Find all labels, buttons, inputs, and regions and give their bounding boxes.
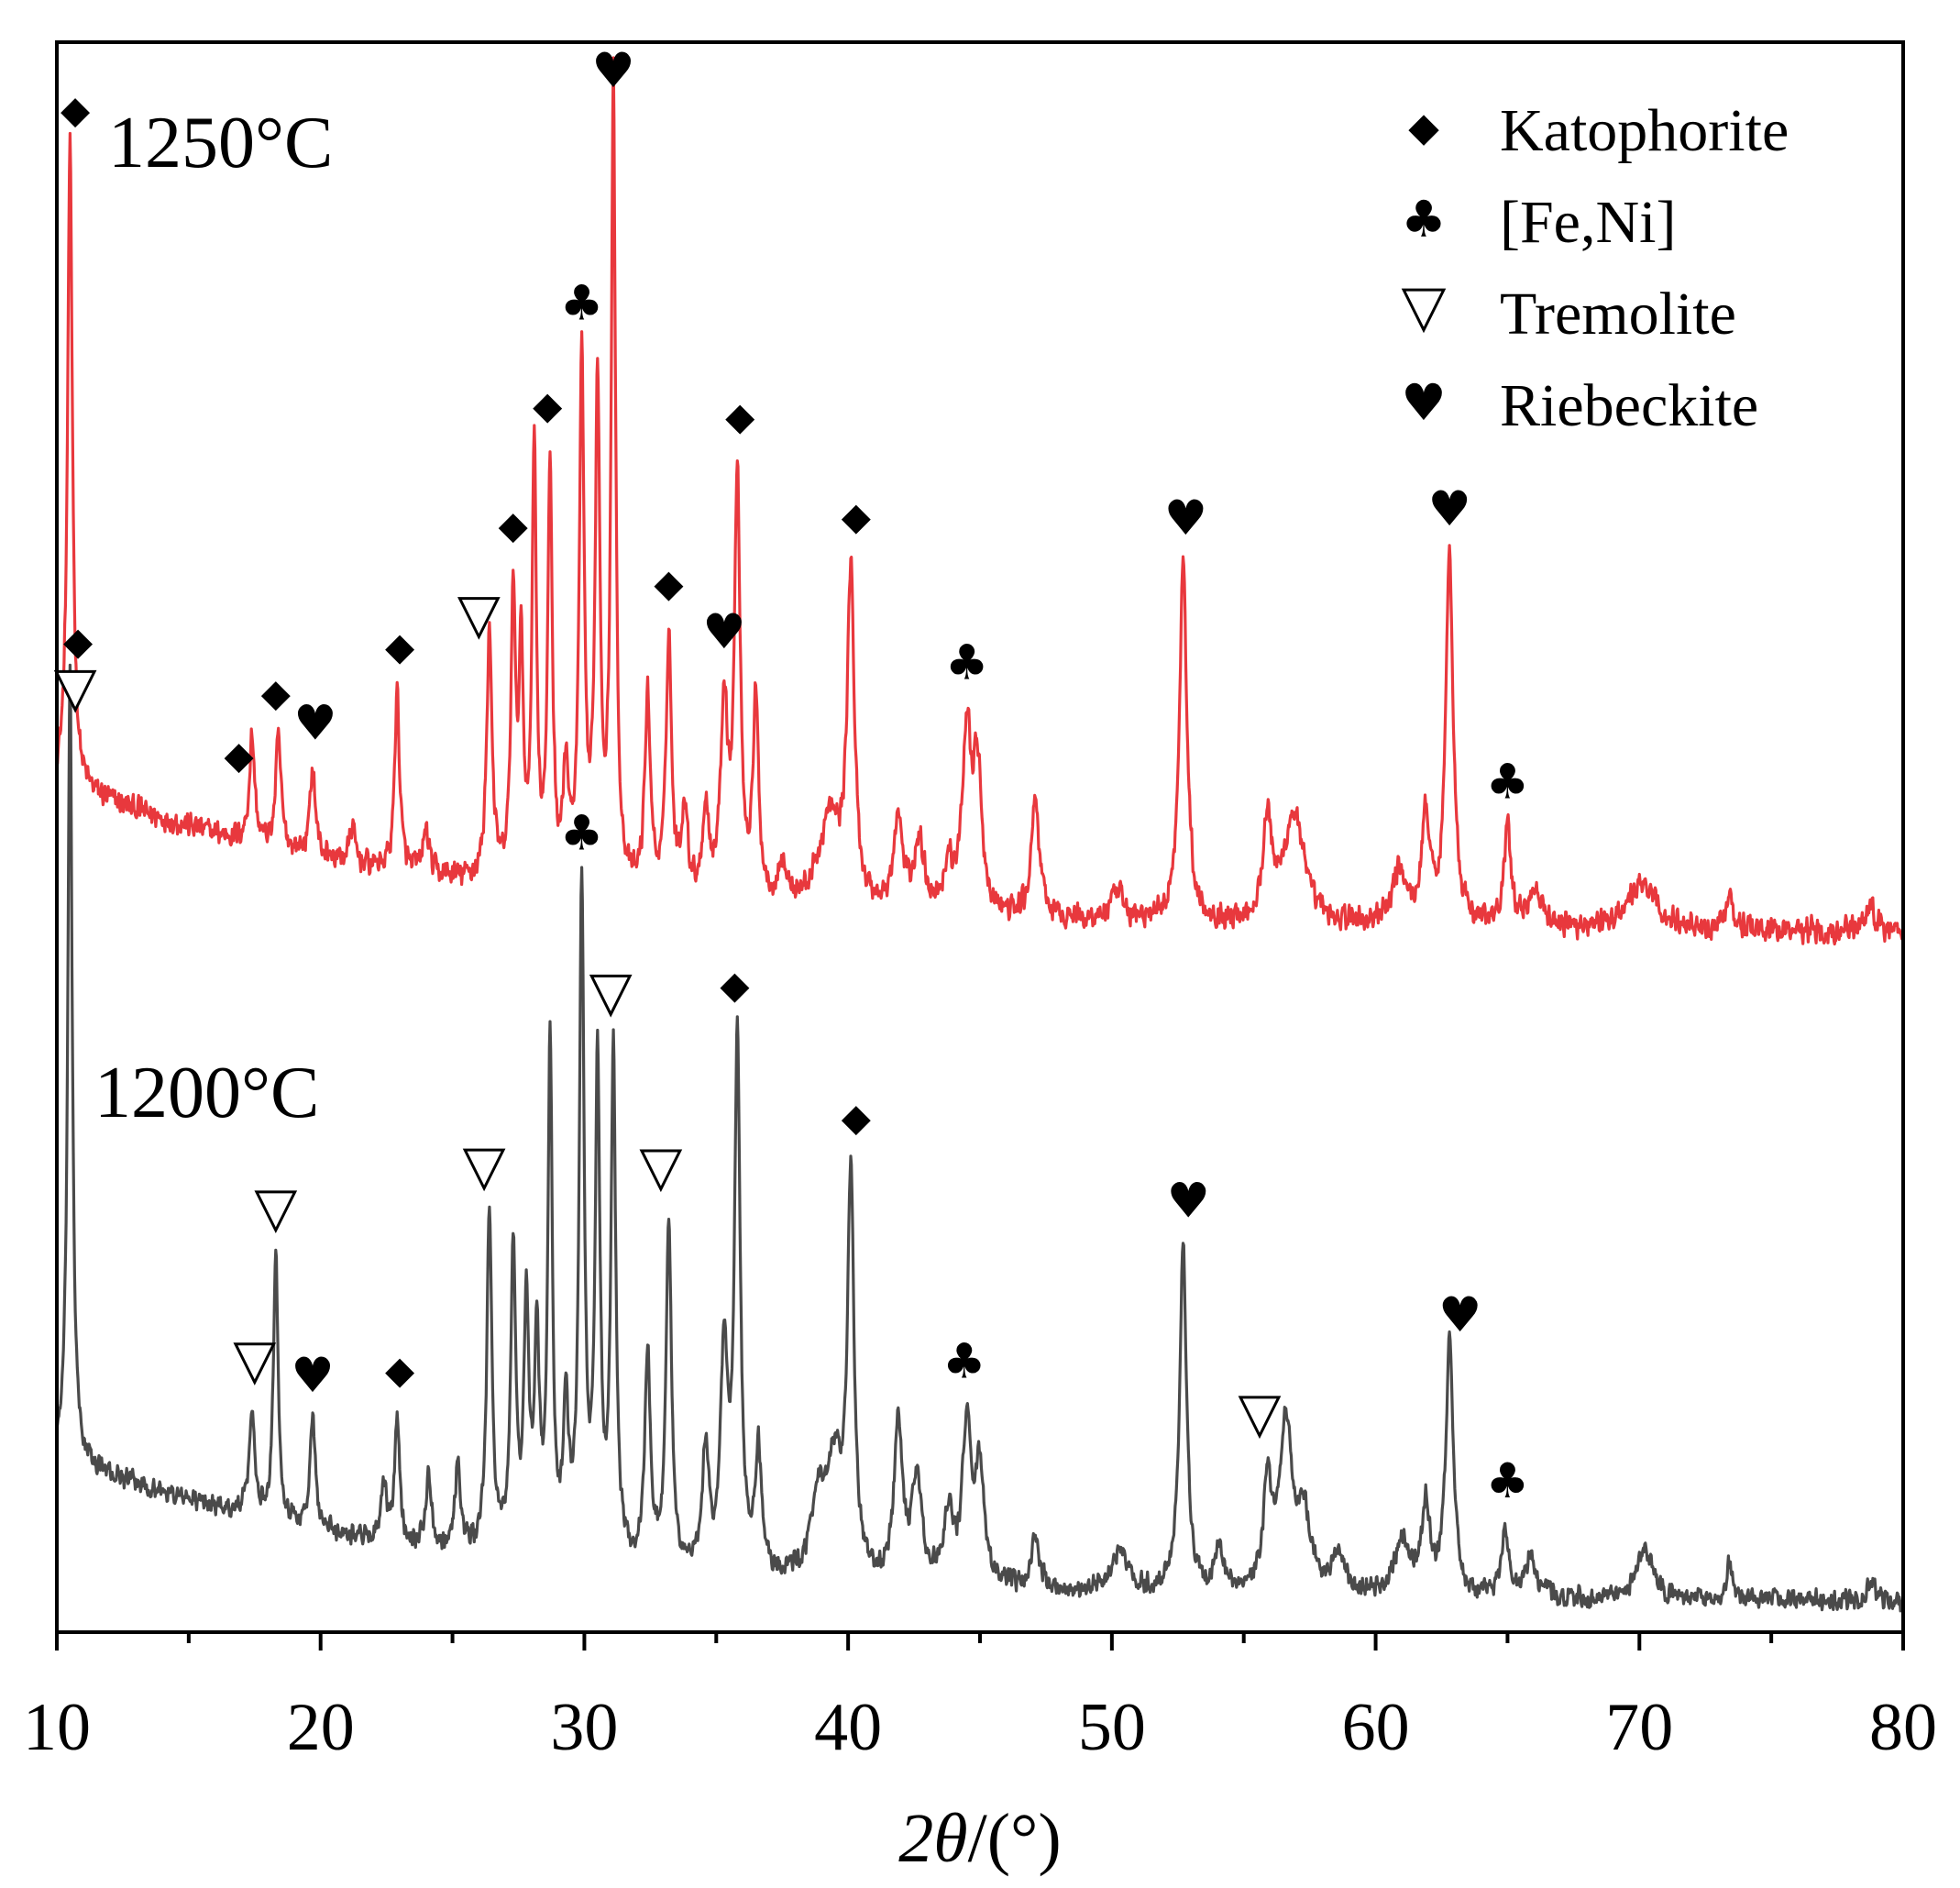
- katophorite-marker: ◆: [842, 493, 872, 538]
- riebeckite-marker: ♥: [1164, 491, 1207, 547]
- katophorite-marker: ◆: [385, 1347, 415, 1392]
- x-tick-label: 80: [1869, 1690, 1937, 1765]
- katophorite-marker: ◆: [720, 962, 750, 1007]
- x-tick-label: 20: [287, 1690, 355, 1765]
- legend-label-tremolite: Tremolite: [1500, 281, 1736, 348]
- tremolite-marker: [457, 597, 501, 640]
- series-line-1200c: [55, 663, 1904, 1613]
- feni-marker: ♣: [560, 275, 603, 331]
- series-label-1250c: 1250°C: [108, 103, 333, 183]
- riebeckite-marker: ♥: [1427, 481, 1470, 537]
- tremolite-marker: [462, 1148, 506, 1192]
- katophorite-marker: ◆: [61, 87, 91, 132]
- katophorite-marker: ◆: [261, 670, 292, 715]
- riebeckite-marker: ♥: [1167, 1174, 1210, 1230]
- legend-label-katophorite: Katophorite: [1500, 97, 1789, 164]
- feni-marker: ♣: [945, 635, 988, 691]
- legend-symbol-feni: ♣: [1401, 191, 1446, 249]
- legend-symbol-tremolite: [1401, 288, 1447, 334]
- x-tick-label: 70: [1605, 1690, 1673, 1765]
- series-line-1250c: [55, 56, 1904, 946]
- riebeckite-marker: ♥: [702, 604, 745, 660]
- tremolite-marker: [1238, 1396, 1282, 1440]
- legend-label-feni: [Fe,Ni]: [1500, 189, 1676, 256]
- x-tick-label: 60: [1342, 1690, 1410, 1765]
- katophorite-marker: ◆: [842, 1095, 872, 1140]
- x-tick-label: 50: [1078, 1690, 1146, 1765]
- katophorite-marker: ◆: [725, 394, 755, 439]
- feni-marker: ♣: [1486, 754, 1529, 810]
- x-axis-label-unit: /(°): [968, 1800, 1062, 1877]
- x-tick-label: 30: [550, 1690, 618, 1765]
- legend-symbol-riebeckite: ♥: [1401, 374, 1446, 433]
- tremolite-marker: [639, 1149, 683, 1193]
- series-label-1200c: 1200°C: [94, 1053, 319, 1133]
- x-tick-label: 10: [23, 1690, 91, 1765]
- series-label-layer: 1250°C 1200°C: [94, 103, 333, 1133]
- riebeckite-marker: ♥: [293, 696, 336, 752]
- x-tick-label: 40: [814, 1690, 882, 1765]
- katophorite-marker: ◆: [385, 624, 415, 668]
- legend-symbol-katophorite: ◆: [1408, 105, 1439, 151]
- annotation-layer: ◆◆◆♥◆◆◆♣♥◆♥◆◆♣♥ ♥♣◆♥ ◆♣◆◆♣♥♥♣: [53, 43, 1529, 1509]
- x-axis-label-symbol: 2θ: [898, 1800, 967, 1877]
- tremolite-marker: [589, 974, 633, 1018]
- riebeckite-marker: ♥: [591, 43, 634, 99]
- katophorite-marker: ◆: [63, 618, 94, 663]
- series-layer: [55, 56, 1904, 1613]
- riebeckite-marker: ♥: [1438, 1287, 1481, 1343]
- riebeckite-marker: ♥: [291, 1348, 334, 1404]
- axes-layer: 10 20 30 40 50 60 70 80: [23, 1632, 1937, 1765]
- tremolite-marker: [254, 1190, 298, 1234]
- tremolite-marker: [233, 1342, 277, 1386]
- feni-marker: ♣: [560, 806, 603, 862]
- legend: ◆ Katophorite ♣ [Fe,Ni] Tremolite ♥ Riebeckite: [1401, 97, 1789, 439]
- katophorite-marker: ◆: [533, 382, 563, 427]
- katophorite-marker: ◆: [224, 733, 254, 778]
- x-axis-label: 2θ/(°): [898, 1800, 1061, 1877]
- katophorite-marker: ◆: [499, 502, 529, 547]
- legend-label-riebeckite: Riebeckite: [1500, 372, 1758, 439]
- feni-marker: ♣: [942, 1334, 986, 1390]
- feni-marker: ♣: [1486, 1453, 1529, 1509]
- tremolite-marker: [53, 669, 97, 713]
- katophorite-marker: ◆: [654, 560, 684, 605]
